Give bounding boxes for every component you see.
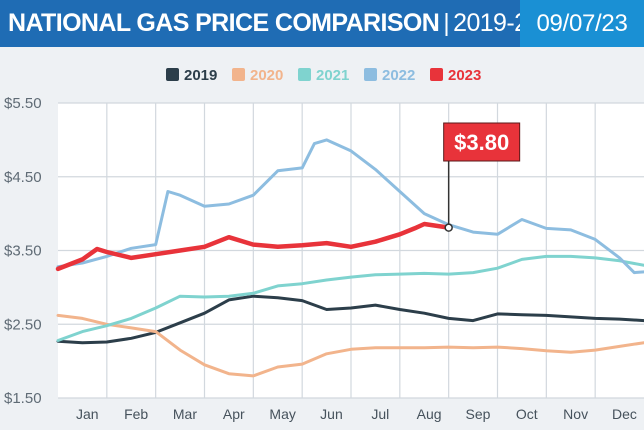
x-tick-label: Sep [466, 406, 491, 422]
x-tick-label: Jan [76, 406, 99, 422]
callout-label: $3.80 [454, 130, 509, 155]
x-tick-label: Mar [173, 406, 197, 422]
legend-label-2020: 2020 [250, 67, 283, 84]
x-tick-label: Feb [124, 406, 148, 422]
x-tick-label: Dec [612, 406, 637, 422]
callout-marker [444, 223, 453, 232]
series-line-2023 [55, 221, 451, 272]
y-tick-label: $2.50 [4, 316, 42, 333]
series-line-2022 [56, 138, 644, 275]
legend-swatch-2020 [232, 68, 245, 81]
x-tick-label: Apr [223, 406, 245, 422]
legend-label-2019: 2019 [184, 67, 217, 84]
y-tick-label: $1.50 [4, 390, 42, 407]
legend-label-2022: 2022 [382, 67, 415, 84]
legend-swatch-2022 [364, 68, 377, 81]
series-line-2020 [56, 313, 644, 378]
x-tick-label: Nov [563, 406, 588, 422]
title-main: NATIONAL GAS PRICE COMPARISON [8, 9, 440, 37]
x-tick-label: Jun [320, 406, 343, 422]
series-line-2021 [56, 254, 644, 342]
y-tick-label: $4.50 [4, 169, 42, 186]
legend-swatch-2021 [298, 68, 311, 81]
title-separator: | [443, 9, 450, 37]
x-tick-label: May [269, 406, 295, 422]
x-tick-label: Aug [417, 406, 442, 422]
legend-swatch-2019 [166, 68, 179, 81]
date-badge: 09/07/23 [520, 0, 644, 47]
legend-swatch-2023 [430, 68, 443, 81]
header-bar: NATIONAL GAS PRICE COMPARISON | 2019-2023 … [0, 0, 644, 47]
x-tick-label: Jul [371, 406, 389, 422]
y-tick-label: $3.50 [4, 243, 42, 260]
y-tick-label: $5.50 [4, 95, 42, 112]
callout-box [443, 122, 521, 162]
legend-label-2023: 2023 [448, 67, 481, 84]
x-tick-label: Oct [516, 406, 538, 422]
legend-label-2021: 2021 [316, 67, 349, 84]
